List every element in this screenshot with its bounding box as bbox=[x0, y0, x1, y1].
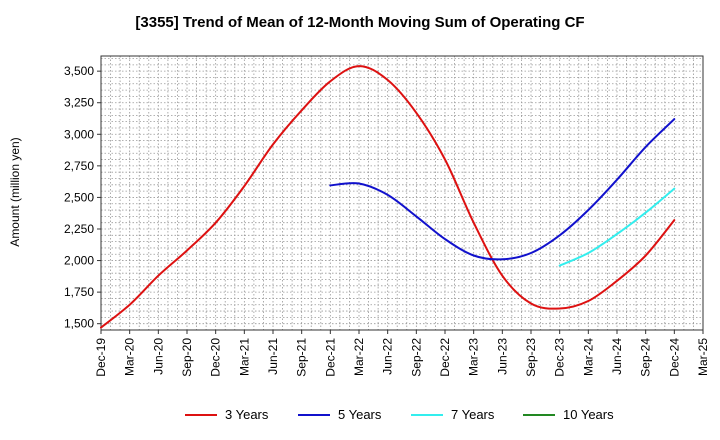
legend-label: 7 Years bbox=[451, 407, 495, 422]
x-tick-label: Jun-23 bbox=[495, 338, 509, 375]
legend-label: 10 Years bbox=[563, 407, 614, 422]
y-tick-label: 1,750 bbox=[64, 285, 94, 299]
x-tick-label: Mar-22 bbox=[352, 338, 366, 376]
legend: 3 Years 5 Years 7 Years 10 Years bbox=[0, 405, 720, 425]
x-tick-label: Dec-21 bbox=[323, 338, 337, 377]
x-tick-label: Jun-24 bbox=[610, 338, 624, 375]
series-line-5-years bbox=[329, 118, 676, 261]
x-tick-label: Dec-24 bbox=[667, 338, 681, 377]
y-tick-label: 2,000 bbox=[64, 254, 94, 268]
x-tick-label: Mar-23 bbox=[467, 338, 481, 376]
legend-swatch bbox=[523, 414, 555, 416]
x-tick-label: Dec-19 bbox=[94, 338, 108, 377]
x-tick-label: Dec-20 bbox=[209, 338, 223, 377]
series-line-3-years bbox=[100, 65, 676, 329]
x-tick-label: Mar-21 bbox=[237, 338, 251, 376]
plot-frame bbox=[100, 55, 704, 331]
x-tick-label: Dec-23 bbox=[553, 338, 567, 377]
legend-swatch bbox=[185, 414, 217, 416]
legend-swatch bbox=[298, 414, 330, 416]
x-tick-label: Mar-24 bbox=[581, 338, 595, 376]
series-line-7-years bbox=[558, 187, 676, 267]
y-tick-label: 2,500 bbox=[64, 190, 94, 204]
y-tick-label: 1,500 bbox=[64, 317, 94, 331]
x-tick-label: Jun-21 bbox=[266, 338, 280, 375]
x-tick-label: Sep-23 bbox=[524, 338, 538, 377]
x-tick-label: Sep-20 bbox=[180, 338, 194, 377]
y-tick-label: 3,500 bbox=[64, 64, 94, 78]
tick-labels: 1,500 1,750 2,000 2,250 2,500 2,750 3,000 3,250… bbox=[64, 64, 710, 377]
x-tick-label: Mar-25 bbox=[696, 338, 710, 376]
legend-swatch bbox=[411, 414, 443, 416]
legend-label: 3 Years bbox=[225, 407, 269, 422]
y-tick-label: 2,250 bbox=[64, 222, 94, 236]
axes bbox=[97, 55, 704, 334]
series-lines bbox=[100, 65, 676, 329]
grid bbox=[100, 56, 704, 331]
x-tick-label: Dec-22 bbox=[438, 338, 452, 377]
x-tick-label: Jun-20 bbox=[151, 338, 165, 375]
x-tick-label: Mar-20 bbox=[123, 338, 137, 376]
x-tick-label: Sep-24 bbox=[639, 338, 653, 377]
x-tick-label: Jun-22 bbox=[381, 338, 395, 375]
y-tick-label: 3,250 bbox=[64, 96, 94, 110]
y-tick-label: 3,000 bbox=[64, 127, 94, 141]
x-tick-label: Sep-21 bbox=[295, 338, 309, 377]
chart-title: [3355] Trend of Mean of 12-Month Moving … bbox=[135, 14, 585, 31]
y-tick-label: 2,750 bbox=[64, 159, 94, 173]
legend-label: 5 Years bbox=[338, 407, 382, 422]
y-axis-title: Amount (million yen) bbox=[8, 137, 22, 246]
x-tick-label: Sep-22 bbox=[409, 338, 423, 377]
